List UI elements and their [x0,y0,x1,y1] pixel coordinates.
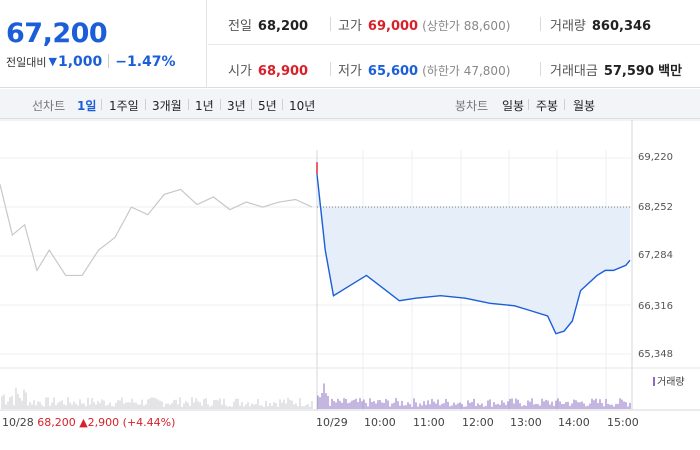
divider [564,99,565,110]
stat-sub: (상한가 88,600) [422,19,511,33]
stat-label: 저가 [338,64,362,79]
x-tick-label: 10/29 [316,416,348,429]
divider [251,99,252,110]
divider [145,99,146,110]
volume-legend-label: 거래량 [657,377,685,388]
today-price-line [316,174,631,335]
change-percent: −1.47% [115,54,176,70]
stats-grid: 전일 68,200 고가 69,000 (상한가 88,600) 거래량 860,346… [208,0,700,88]
stat-label: 거래량 [550,19,586,34]
y-tick-label: 67,284 [638,250,673,261]
tab-3y[interactable]: 3년 [227,99,246,113]
divider [330,62,331,76]
x-tick-label: 10:00 [364,416,396,429]
x-tick-label: 15:00 [607,416,639,429]
candle-chart-title: 봉차트 [455,99,489,113]
divider [540,17,541,31]
stat-open: 시가 68,900 [228,60,308,79]
prev-day-date: 10/28 [2,416,34,429]
today-area-fill [317,174,630,334]
volume-swatch-icon [653,377,655,386]
divider [282,99,283,110]
stat-label: 고가 [338,19,362,34]
current-price: 67,200 [6,18,108,49]
volume-legend: 거래량 [653,373,685,388]
stat-label: 시가 [228,64,252,79]
stat-value: 68,900 [257,64,309,79]
divider [108,54,110,68]
change-row: 전일대비 ▼1,000 −1.47% [6,54,176,70]
down-triangle-icon: ▼ [48,55,57,68]
stat-label: 거래대금 [550,64,598,79]
stat-value: 69,000 [367,19,419,34]
divider [101,99,102,110]
prev-day-close: 68,200 [37,416,76,429]
tab-weekly-candle[interactable]: 주봉 [536,99,559,113]
stat-high: 고가 69,000 (상한가 88,600) [338,15,510,34]
line-chart-title: 선차트 [32,99,66,113]
tab-daily-candle[interactable]: 일봉 [502,99,525,113]
divider [528,99,529,110]
divider [220,99,221,110]
x-tick-label: 14:00 [558,416,590,429]
stat-unit: 백만 [658,64,683,79]
stat-value: 65,600 [367,64,419,79]
x-tick-label: 13:00 [510,416,542,429]
x-tick-label: 11:00 [413,416,445,429]
chart-tab-bar: 선차트 1일 1주일 3개월 1년 3년 5년 10년 봉차트 일봉 주봉 월봉 [0,89,700,119]
stat-value: 860,346 [591,19,652,34]
stat-low: 저가 65,600 (하한가 47,800) [338,60,510,79]
stat-value: 57,590 [603,64,655,79]
prev-day-change: 2,900 [87,416,120,429]
change-label: 전일대비 [6,56,47,69]
x-tick-label: 12:00 [462,416,494,429]
tab-5y[interactable]: 5년 [258,99,277,113]
divider [208,44,700,45]
change-value: 1,000 [57,54,103,70]
prev-day-pct: (+4.44%) [122,416,176,429]
prev-day-line [0,184,313,277]
divider [188,99,189,110]
divider [540,62,541,76]
tab-1w[interactable]: 1주일 [109,99,139,113]
stat-volume: 거래량 860,346 [550,15,651,34]
stat-label: 전일 [228,19,252,34]
y-tick-label: 66,316 [638,301,673,312]
divider [330,17,331,31]
stat-prev-close: 전일 68,200 [228,15,308,34]
tab-monthly-candle[interactable]: 월봉 [573,99,596,113]
stat-value: 68,200 [257,19,309,34]
tab-3m[interactable]: 3개월 [152,99,182,113]
tab-10y[interactable]: 10년 [289,99,316,113]
stat-sub: (하한가 47,800) [422,64,511,78]
y-tick-label: 65,348 [638,349,673,360]
stat-amount: 거래대금 57,590 백만 [550,60,682,79]
price-box: 67,200 전일대비 ▼1,000 −1.47% [0,0,207,88]
y-tick-label: 68,252 [638,202,673,213]
y-tick-label: 69,220 [638,152,673,163]
up-triangle-icon: ▲ [79,416,88,429]
tab-1y[interactable]: 1년 [195,99,214,113]
stock-summary: 67,200 전일대비 ▼1,000 −1.47% 전일 68,200 고가 69,00… [0,0,700,88]
tab-1d[interactable]: 1일 [77,99,97,113]
prev-day-info: 10/28 68,200 ▲2,900 (+4.44%) [2,416,175,429]
